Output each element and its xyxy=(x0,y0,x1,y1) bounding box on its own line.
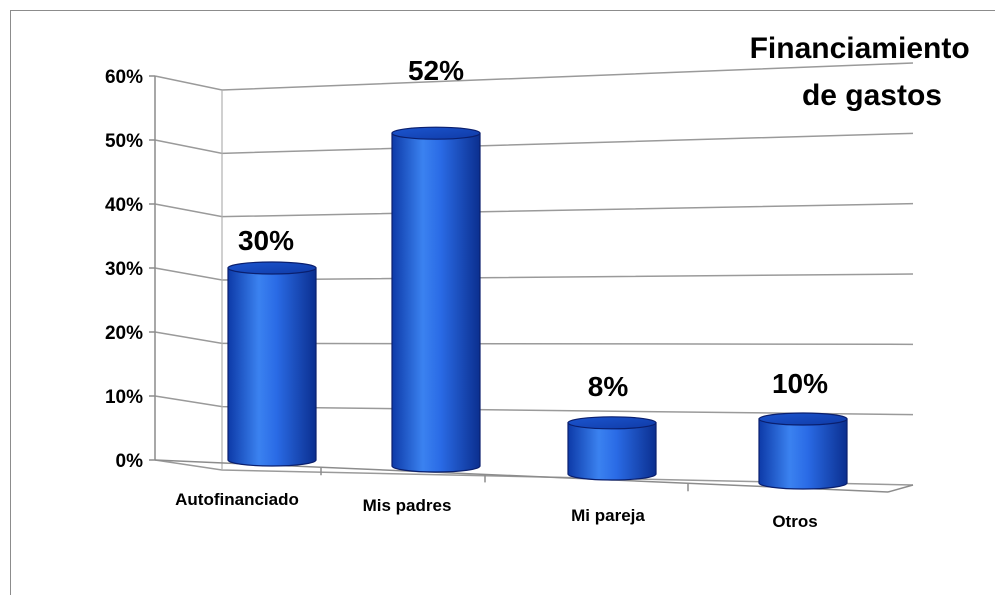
y-tick-label: 30% xyxy=(105,259,143,280)
bar-4 xyxy=(758,412,848,490)
y-tick-label: 40% xyxy=(105,195,143,216)
bar-3 xyxy=(567,416,657,481)
data-label: 30% xyxy=(238,225,294,256)
gridline xyxy=(154,62,914,91)
bar-body xyxy=(227,267,317,467)
x-tick-label: Autofinanciado xyxy=(175,490,299,509)
bar-body xyxy=(758,418,848,490)
data-label: 10% xyxy=(772,368,828,399)
bar-top-cap xyxy=(227,261,317,275)
bar-1 xyxy=(227,261,317,467)
bars xyxy=(227,126,848,490)
chart-title: Financiamiento de gastos xyxy=(750,32,978,112)
bar-top-cap xyxy=(391,126,481,140)
x-tick-label: Otros xyxy=(772,512,817,531)
chart-frame xyxy=(10,10,995,595)
y-tick-label: 20% xyxy=(105,323,143,344)
x-tick-label: Mis padres xyxy=(363,496,452,515)
bar-2 xyxy=(391,126,481,473)
data-label: 52% xyxy=(408,55,464,86)
bar-top-cap xyxy=(567,416,657,430)
bar-body xyxy=(567,422,657,481)
gridline xyxy=(154,202,914,218)
gridline xyxy=(154,132,914,155)
bar-body xyxy=(391,132,481,473)
data-labels: 30% 52% 8% 10% xyxy=(238,55,828,402)
floor-right-edge xyxy=(887,484,914,493)
y-tick-label: 60% xyxy=(105,67,143,88)
chart-title-line-1: Financiamiento xyxy=(750,32,970,65)
y-tick-label: 10% xyxy=(105,387,143,408)
y-axis-ticks: 0% 10% 20% 30% 40% 50% 60% xyxy=(105,67,143,472)
bar-top-cap xyxy=(758,412,848,426)
x-tick-label: Mi pareja xyxy=(571,506,645,525)
y-tick-label: 50% xyxy=(105,131,143,152)
x-axis-ticks: Autofinanciado Mis padres Mi pareja Otros xyxy=(175,490,818,531)
chart-title-line-2: de gastos xyxy=(802,79,942,112)
data-label: 8% xyxy=(588,371,629,402)
y-tick-label: 0% xyxy=(116,451,144,472)
